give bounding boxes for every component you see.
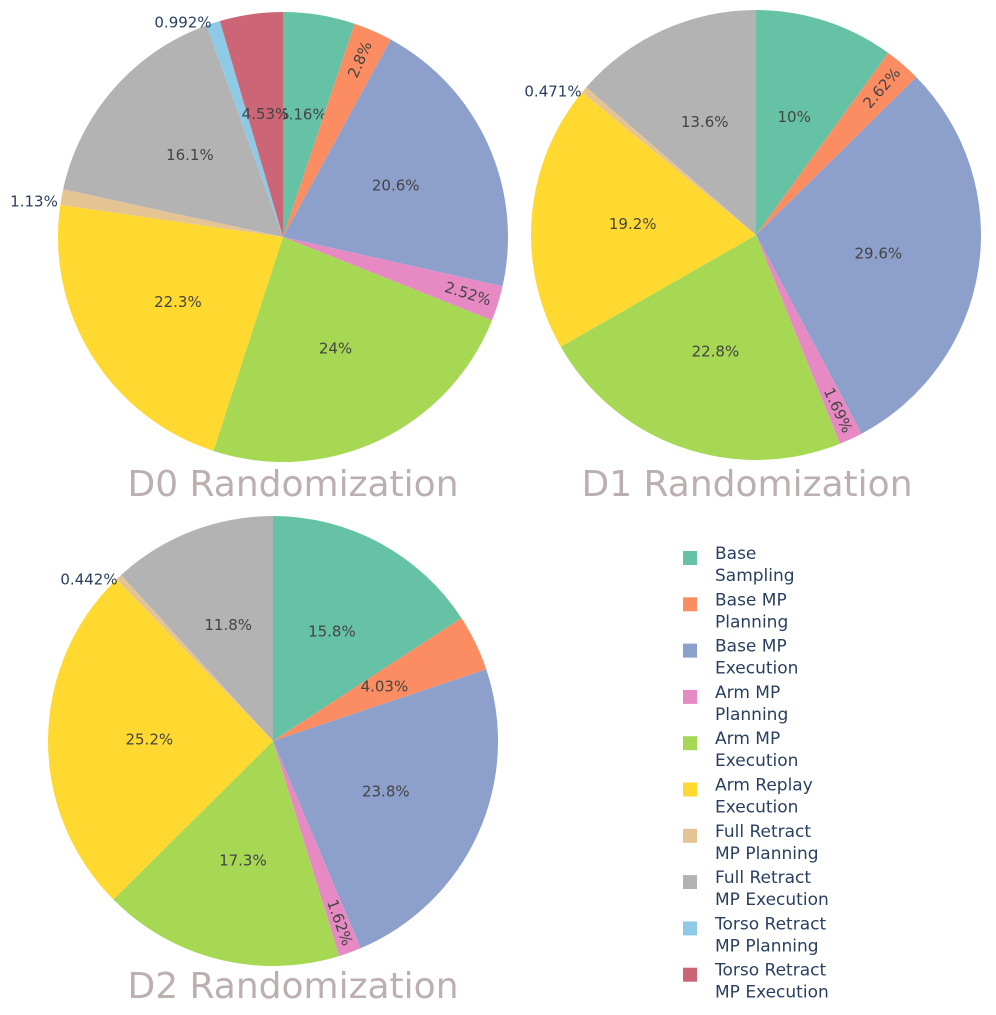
slice-label: 13.6% [681, 113, 729, 131]
slice-label: 4.53% [242, 105, 290, 123]
slice-arm-replay-execution[interactable] [57, 204, 283, 451]
legend-label-line1: Base MP [715, 590, 787, 610]
legend-label-line2: MP Planning [715, 844, 819, 864]
legend-label-line2: Execution [715, 751, 798, 771]
slice-label: 20.6% [372, 177, 420, 195]
legend-swatch [683, 967, 697, 982]
slice-label: 5.16% [279, 105, 327, 123]
slice-arm-mp-planning[interactable] [283, 237, 503, 321]
legend-label-line1: Base [715, 544, 756, 564]
slice-base-mp-planning[interactable] [273, 618, 487, 741]
slice-base-mp-planning[interactable] [756, 52, 917, 235]
slice-label: 24% [319, 340, 352, 358]
legend-label-line1: Torso Retract [714, 961, 826, 981]
legend-label-line2: Planning [715, 612, 788, 632]
legend-label-line1: Torso Retract [714, 914, 826, 934]
slice-label: 10% [778, 108, 811, 126]
legend-label-line2: MP Planning [715, 936, 819, 956]
slice-label: 0.442% [60, 571, 117, 589]
slice-full-retract-mp-planning[interactable] [116, 575, 274, 741]
legend-label-line1: Arm MP [715, 683, 780, 703]
legend-swatch [683, 875, 697, 890]
slice-label: 23.8% [362, 782, 410, 800]
legend-label-line1: Arm MP [715, 729, 780, 749]
slice-full-retract-mp-planning[interactable] [581, 87, 756, 235]
slice-base-mp-planning[interactable] [283, 23, 391, 237]
slice-label: 22.8% [692, 342, 740, 360]
slice-base-sampling[interactable] [283, 12, 355, 237]
slice-label: 15.8% [308, 623, 356, 641]
legend-label-line2: Planning [715, 705, 788, 725]
legend-swatch [683, 643, 697, 658]
slice-arm-mp-execution[interactable] [213, 237, 492, 463]
slice-label: 22.3% [154, 293, 202, 311]
slice-torso-retract-mp-execution[interactable] [219, 12, 283, 237]
slice-label: 25.2% [125, 730, 173, 748]
slice-label: 4.03% [361, 678, 409, 696]
legend-label-line2: Execution [715, 798, 798, 818]
slice-label: 19.2% [609, 215, 657, 233]
slice-label: 29.6% [854, 244, 902, 262]
legend-swatch [683, 689, 697, 704]
slice-arm-mp-execution[interactable] [113, 741, 340, 967]
slice-label: 1.13% [10, 193, 58, 211]
slice-full-retract-mp-execution[interactable] [586, 10, 756, 235]
slice-arm-replay-execution[interactable] [47, 579, 273, 900]
slice-base-mp-execution[interactable] [273, 669, 499, 949]
legend-swatch [683, 921, 697, 936]
slice-arm-replay-execution[interactable] [530, 92, 756, 347]
slice-label: 17.3% [219, 852, 267, 870]
slice-base-sampling[interactable] [273, 516, 462, 741]
slice-full-retract-mp-execution[interactable] [63, 25, 283, 238]
pie-title: D2 Randomization [127, 966, 458, 1007]
legend-label-line1: Arm Replay [715, 776, 813, 796]
pie-charts: 5.16%2.8%20.6%2.52%24%22.3%1.13%16.1%0.9… [10, 10, 982, 1007]
slice-arm-mp-planning[interactable] [273, 741, 361, 957]
legend-label-line1: Full Retract [715, 822, 811, 842]
pie-title: D0 Randomization [127, 464, 458, 505]
legend-label-line2: Execution [715, 659, 798, 679]
pie-1: 10%2.62%29.6%1.69%22.8%19.2%0.471%13.6%D… [524, 10, 982, 505]
slice-base-mp-execution[interactable] [756, 77, 982, 434]
slice-label: 16.1% [166, 146, 214, 164]
legend-swatch [683, 828, 697, 843]
legend-swatch [683, 736, 697, 751]
slice-label: 11.8% [204, 616, 252, 634]
legend-swatch [683, 782, 697, 797]
slice-label: 0.471% [524, 83, 581, 101]
legend-label-line2: MP Execution [715, 890, 829, 910]
pie-2: 15.8%4.03%23.8%1.62%17.3%25.2%0.442%11.8… [47, 516, 499, 1007]
legend-swatch [683, 597, 697, 612]
pie-0: 5.16%2.8%20.6%2.52%24%22.3%1.13%16.1%0.9… [10, 12, 508, 505]
slice-torso-retract-mp-planning[interactable] [206, 21, 283, 238]
pie-title: D1 Randomization [581, 464, 912, 505]
legend-label-line1: Full Retract [715, 868, 811, 888]
legend-label-line1: Base MP [715, 637, 787, 657]
slice-base-mp-execution[interactable] [283, 39, 508, 287]
legend-label-line2: MP Execution [715, 983, 829, 1003]
slice-label: 0.992% [154, 14, 211, 32]
slice-full-retract-mp-planning[interactable] [60, 189, 283, 237]
slice-arm-mp-execution[interactable] [560, 235, 840, 460]
legend-swatch [683, 551, 697, 565]
slice-full-retract-mp-execution[interactable] [121, 516, 273, 741]
slice-arm-mp-planning[interactable] [756, 235, 862, 444]
slice-base-sampling[interactable] [756, 10, 889, 235]
legend-label-line2: Sampling [715, 566, 795, 586]
